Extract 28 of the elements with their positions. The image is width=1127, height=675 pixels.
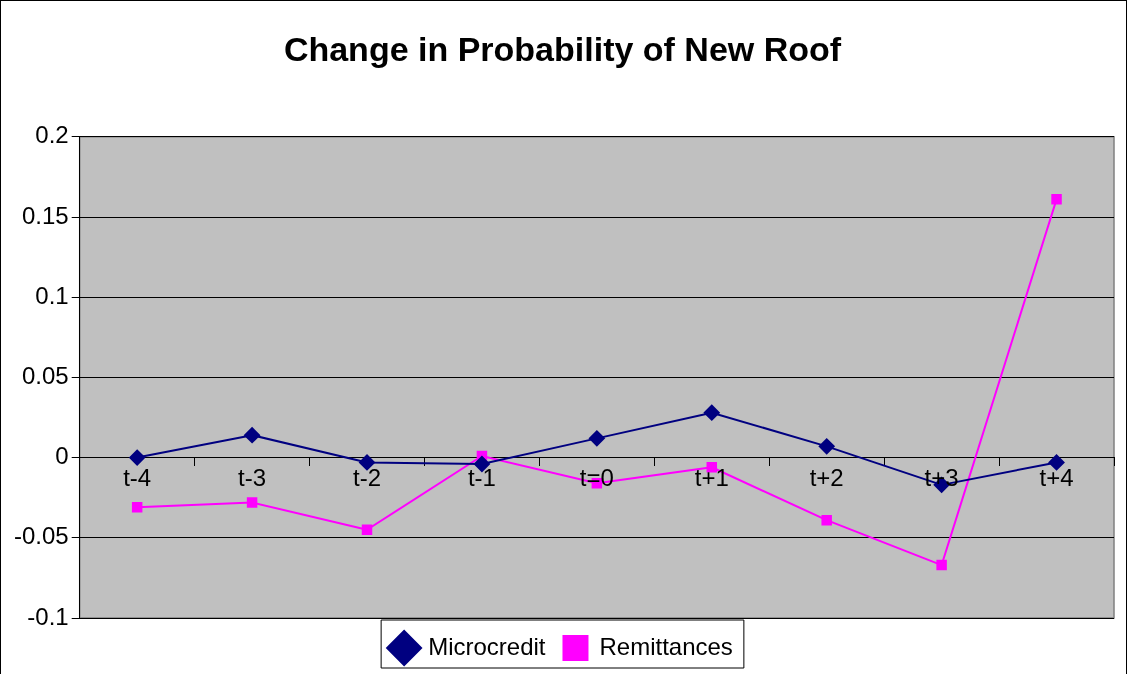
point bbox=[818, 438, 835, 455]
x-tick-label: t+1 bbox=[694, 464, 729, 492]
x-tick-label: t-1 bbox=[467, 464, 496, 492]
point bbox=[131, 502, 143, 513]
x-tick-label: t-3 bbox=[238, 464, 267, 492]
point bbox=[936, 559, 947, 571]
y-tick-label: 0.05 bbox=[21, 362, 69, 390]
point bbox=[821, 514, 832, 526]
point bbox=[1051, 194, 1062, 205]
x-tick-label: t-4 bbox=[123, 464, 152, 492]
y-tick-label: 0.1 bbox=[35, 281, 69, 309]
point bbox=[129, 449, 146, 466]
point bbox=[588, 430, 605, 447]
point bbox=[361, 524, 373, 536]
x-tick-label: t-2 bbox=[353, 464, 382, 492]
point bbox=[246, 497, 258, 508]
legend-label: Microcredit bbox=[428, 632, 546, 660]
x-tick-label: t+2 bbox=[809, 464, 844, 492]
point bbox=[244, 427, 261, 444]
y-tick-label: -0.05 bbox=[14, 522, 69, 550]
chart-title: Change in Probability of New Roof bbox=[283, 29, 842, 68]
y-tick-label: 0 bbox=[55, 442, 69, 470]
x-tick-label: t+4 bbox=[1039, 464, 1074, 492]
legend-label: Remittances bbox=[599, 632, 733, 660]
y-tick-label: 0.15 bbox=[21, 201, 69, 229]
y-tick-label: -0.1 bbox=[27, 602, 69, 630]
y-tick-label: 0.2 bbox=[35, 121, 69, 149]
point bbox=[703, 404, 720, 421]
